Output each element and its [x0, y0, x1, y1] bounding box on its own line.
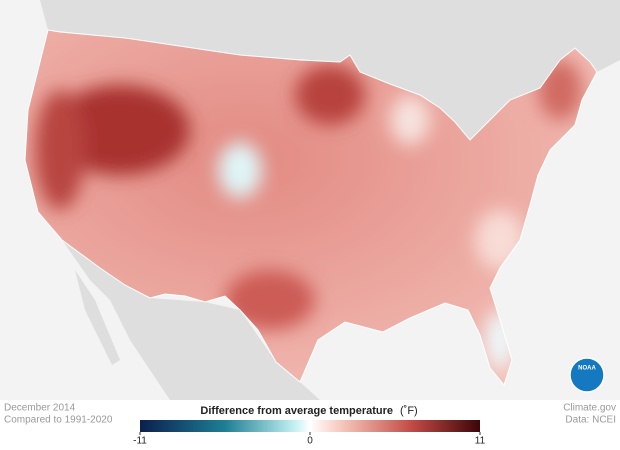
canada: [0, 0, 620, 140]
colorbar-tick-label: -11: [133, 436, 147, 447]
noaa-logo: [569, 357, 605, 393]
credit: Climate.gov: [563, 403, 616, 414]
colorbar-tick-label: 0: [307, 436, 313, 447]
colorbar: [140, 420, 480, 432]
baseline: Compared to 1991-2020: [4, 415, 113, 426]
legend-unit: (˚F): [400, 405, 418, 417]
legend-title: Difference from average temperature: [200, 405, 393, 417]
date: December 2014: [4, 403, 76, 414]
source: Data: NCEI: [565, 415, 616, 426]
colorbar-tick-label: 11: [475, 436, 486, 447]
mexico: [62, 240, 320, 400]
logo-text: NOAA: [578, 366, 596, 372]
